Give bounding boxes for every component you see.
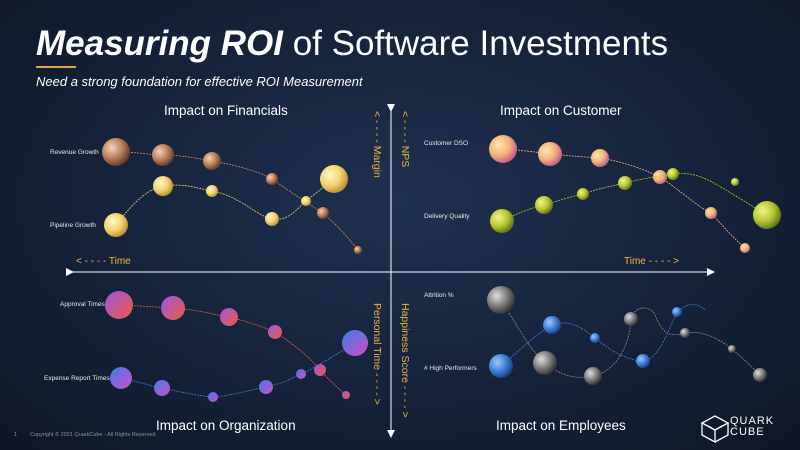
organization-approval-point: [342, 391, 350, 399]
organization-expense-point: [259, 380, 273, 394]
axis-label-nps: < - - - - NPS: [399, 111, 411, 168]
organization-expense-point: [110, 367, 132, 389]
organization-expense-point: [208, 392, 218, 402]
financials-pipeline-point: [320, 165, 348, 193]
employees-performers-point: [590, 333, 600, 343]
axis-label-time-left: < - - - - Time: [76, 256, 131, 267]
employees-series-attrition: [487, 286, 767, 385]
employees-performers-point: [672, 307, 682, 317]
financials-pipeline-point: [206, 185, 218, 197]
title-underline: [36, 66, 76, 68]
customer-quality-point: [490, 209, 514, 233]
axis-label-time-right: Time - - - - >: [624, 256, 679, 267]
organization-expense-point: [154, 380, 170, 396]
financials-pipeline-point: [265, 212, 279, 226]
employees-performers-point: [543, 316, 561, 334]
customer-dso-point: [653, 170, 667, 184]
page-title: Measuring ROI of Software Investments: [36, 22, 668, 66]
quadrant-title-customer: Impact on Customer: [500, 103, 622, 118]
quadrant-title-employees: Impact on Employees: [496, 418, 626, 433]
customer-quality-point: [618, 176, 632, 190]
employees-attrition-point: [753, 368, 767, 382]
financials-pipeline-point: [153, 176, 173, 196]
employees-attrition-point: [624, 312, 638, 326]
financials-revenue-point: [266, 173, 278, 185]
axis-label-personal-time: Personal Time - - - - >: [371, 303, 383, 405]
organization-approval-point: [268, 325, 282, 339]
employees-attrition-point: [533, 351, 557, 375]
page-subtitle: Need a strong foundation for effective R…: [36, 74, 363, 89]
customer-quality-point: [753, 201, 781, 229]
series-label-expense-report-times: Expense Report Times: [44, 375, 110, 382]
financials-revenue-point: [102, 138, 130, 166]
customer-series-dso: [489, 135, 750, 253]
quadrant-title-financials: Impact on Financials: [164, 103, 288, 118]
customer-series-quality: [490, 168, 781, 233]
series-label-revenue-growth: Revenue Growth: [50, 149, 99, 156]
organization-approval-point: [161, 296, 185, 320]
financials-revenue-point: [317, 207, 329, 219]
series-label-delivery-quality: Delivery Quality: [424, 213, 470, 220]
customer-dso-point: [489, 135, 517, 163]
financials-revenue-point: [152, 144, 174, 166]
customer-quality-point: [731, 178, 739, 186]
financials-series-pipeline: [104, 165, 348, 237]
series-label-attrition: Attrition %: [424, 292, 454, 299]
series-label-approval-times: Approval Times: [60, 301, 105, 308]
axis-label-margin: < - - - - Margin: [371, 111, 383, 178]
organization-approval-point: [220, 308, 238, 326]
series-label-pipeline-growth: Pipeline Growth: [50, 222, 96, 229]
customer-dso-point: [740, 243, 750, 253]
customer-dso-point: [538, 142, 562, 166]
title-rest: of Software Investments: [282, 24, 669, 63]
series-label-customer-dso: Customer DSO: [424, 140, 469, 147]
logo-wordmark: QUARK CUBE: [730, 416, 774, 438]
customer-quality-point: [577, 188, 589, 200]
financials-revenue-point: [354, 246, 362, 254]
employees-attrition-point: [680, 328, 690, 338]
customer-dso-point: [705, 207, 717, 219]
financials-revenue-point: [203, 152, 221, 170]
customer-quality-point: [535, 196, 553, 214]
series-label-high-performers: # High Performers: [424, 365, 477, 372]
employees-attrition-point: [728, 345, 736, 353]
employees-performers-point: [489, 354, 513, 378]
organization-series-expense: [110, 330, 368, 402]
axis-label-happiness-score: Happiness Score - - - - >: [399, 303, 411, 418]
financials-pipeline-point: [301, 196, 311, 206]
copyright-text: Copyright © 2021 QuarkCube - All Rights …: [30, 432, 156, 438]
employees-attrition-point: [487, 286, 515, 314]
employees-series-performers: [489, 304, 706, 378]
quadrant-title-organization: Impact on Organization: [156, 418, 296, 433]
organization-expense-point: [342, 330, 368, 356]
financials-series-revenue: [102, 138, 362, 254]
logo-line-quark: QUARK: [730, 415, 775, 427]
customer-quality-point: [667, 168, 679, 180]
organization-approval-point: [314, 364, 326, 376]
quarkcube-logo: [700, 415, 730, 444]
organization-expense-point: [296, 369, 306, 379]
page-number: 1: [14, 432, 18, 438]
organization-approval-point: [105, 291, 133, 319]
customer-dso-point: [591, 149, 609, 167]
organization-series-approval: [105, 291, 350, 399]
employees-attrition-point: [584, 367, 602, 385]
logo-line-cube: CUBE: [730, 426, 765, 438]
title-emphasis: Measuring ROI: [36, 24, 283, 63]
employees-performers-point: [636, 354, 650, 368]
financials-pipeline-point: [104, 213, 128, 237]
